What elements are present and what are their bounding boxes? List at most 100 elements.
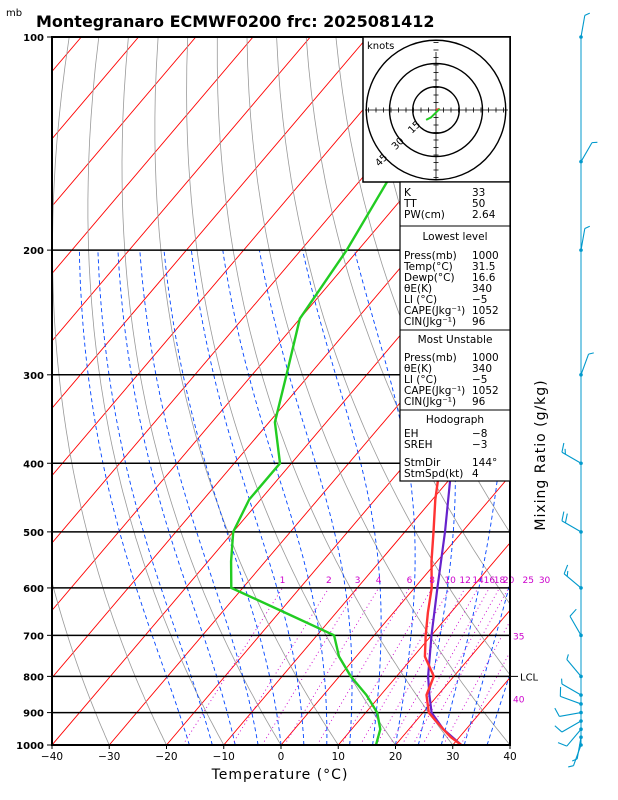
moist-adiabat-line bbox=[97, 250, 213, 745]
hodograph-trace-mid bbox=[425, 108, 441, 121]
wind-barb-flag bbox=[584, 12, 590, 16]
moist-adiabat-line bbox=[509, 743, 510, 745]
most-unstable-title: Most Unstable bbox=[418, 334, 493, 346]
wind-barb-flag bbox=[584, 225, 590, 229]
pressure-axis: 100 200 300 400 500 600 700 800 900 1000 LCL bbox=[16, 33, 538, 752]
wind-barb bbox=[579, 12, 590, 39]
hodograph-index-row-value: 144° bbox=[472, 457, 497, 469]
hodograph-index-row-label: StmDir bbox=[404, 457, 441, 469]
wind-barb-flag bbox=[572, 758, 578, 762]
pressure-tick-label: 600 bbox=[23, 584, 44, 595]
temperature-tick-label: 10 bbox=[332, 751, 345, 763]
lowest-level-row-value: 31.5 bbox=[472, 261, 495, 273]
pressure-tick-label: 100 bbox=[23, 33, 44, 44]
wind-barb bbox=[561, 511, 583, 534]
adiabat-label: 35 bbox=[513, 632, 524, 642]
wind-barb bbox=[554, 707, 583, 717]
isotherm-line bbox=[395, 609, 510, 745]
mixing-ratio-label: 3 bbox=[355, 576, 361, 586]
most-unstable-row-label: Press(mb) bbox=[404, 352, 457, 364]
dry-adiabat-line bbox=[52, 37, 167, 745]
hodograph-index-row-label: SREH bbox=[404, 439, 433, 451]
wind-barb-flag bbox=[561, 511, 565, 521]
temperature-axis: −40 −30 −20 −10 0 10 20 30 40 bbox=[41, 745, 517, 763]
mixing-ratio-line bbox=[401, 587, 490, 745]
wind-barb bbox=[569, 608, 583, 638]
hodograph-ring bbox=[412, 86, 460, 134]
wind-barb-staff bbox=[560, 695, 582, 705]
moist-adiabat-line bbox=[302, 250, 382, 745]
temperature-tick-label: −20 bbox=[155, 751, 177, 763]
temperature-tick-label: −30 bbox=[98, 751, 120, 763]
lowest-level-row-value: 16.6 bbox=[472, 272, 496, 284]
lowest-level-title: Lowest level bbox=[422, 231, 487, 243]
wind-barb-staff bbox=[572, 744, 582, 766]
adiabat-label: 40 bbox=[513, 696, 525, 706]
moist-adiabat-line bbox=[222, 250, 328, 745]
mixing-ratio-label: 6 bbox=[407, 576, 413, 586]
pressure-tick-label: 400 bbox=[23, 459, 44, 470]
isotherm-line bbox=[52, 37, 197, 207]
mixing-ratio-label: 12 bbox=[459, 576, 470, 586]
pressure-tick-label: 1000 bbox=[16, 741, 44, 752]
moist-adiabat-line bbox=[353, 249, 416, 745]
wind-barb-staff bbox=[561, 451, 582, 464]
wind-barb-staff bbox=[561, 720, 582, 733]
wind-barb bbox=[566, 654, 583, 679]
moist-adiabat-line bbox=[258, 250, 353, 745]
mixing-ratio-line bbox=[359, 587, 451, 745]
wind-barb-flag bbox=[566, 654, 569, 660]
mixing-ratio-line bbox=[443, 620, 510, 745]
wind-barb bbox=[559, 686, 583, 706]
wind-barb bbox=[572, 735, 583, 762]
isotherm-line bbox=[509, 744, 510, 745]
dry-adiabat-line bbox=[305, 37, 510, 605]
lowest-level-row-label: Dewp(°C) bbox=[404, 272, 455, 284]
wind-barb-column bbox=[554, 12, 598, 768]
index-row-value: 33 bbox=[472, 187, 485, 199]
lowest-level-row-value: −5 bbox=[472, 294, 487, 306]
dry-adiabat-line bbox=[186, 37, 396, 745]
pressure-tick-label: 300 bbox=[23, 371, 44, 382]
wind-barb-staff bbox=[566, 659, 582, 677]
wind-barb bbox=[554, 719, 583, 733]
mixing-ratio-label: 18 bbox=[494, 576, 506, 586]
index-row-label: TT bbox=[403, 198, 417, 210]
isotherm-line bbox=[52, 37, 254, 275]
temperature-tick-label: 40 bbox=[503, 751, 516, 763]
most-unstable-row-value: 1000 bbox=[472, 352, 499, 364]
index-row-value: 2.64 bbox=[472, 209, 496, 221]
wind-barb bbox=[579, 225, 590, 252]
hodograph-index-row-label: StmSpd(kt) bbox=[404, 468, 463, 480]
mixing-ratio-line bbox=[316, 587, 410, 745]
mixing-ratio-label: 14 bbox=[472, 576, 484, 586]
most-unstable-row-value: 96 bbox=[472, 396, 486, 408]
wind-barb-staff bbox=[580, 353, 590, 375]
mixing-ratio-line bbox=[422, 587, 510, 745]
pressure-tick-label: 800 bbox=[23, 672, 44, 683]
wind-barb-flag bbox=[568, 765, 574, 768]
mixing-ratio-axis-label: Mixing Ratio (g/kg) bbox=[533, 379, 549, 530]
dry-adiabat-line bbox=[603, 37, 618, 745]
mixing-ratio-line bbox=[412, 587, 500, 745]
lcl-label: LCL bbox=[520, 672, 539, 683]
wind-barb-flag bbox=[563, 564, 569, 574]
wind-barb bbox=[557, 727, 583, 747]
dry-adiabat-line bbox=[52, 580, 110, 745]
dry-adiabat-line bbox=[87, 37, 225, 745]
isotherm-line bbox=[280, 474, 510, 745]
temperature-tick-label: 20 bbox=[389, 751, 402, 763]
dry-adiabat-line bbox=[121, 37, 282, 745]
wind-barb-flag bbox=[554, 725, 563, 733]
most-unstable-row-value: 1052 bbox=[472, 385, 499, 397]
moist-adiabat-line bbox=[190, 250, 305, 745]
hodograph-index-row-value: −8 bbox=[472, 428, 487, 440]
most-unstable-row-label: LI (°C) bbox=[404, 374, 437, 386]
temperature-tick-label: −10 bbox=[213, 751, 235, 763]
hodograph-index-title: Hodograph bbox=[426, 414, 484, 426]
most-unstable-row-value: −5 bbox=[472, 374, 487, 386]
mixing-ratio-label: 30 bbox=[539, 576, 551, 586]
hodograph-title: knots bbox=[367, 41, 394, 52]
